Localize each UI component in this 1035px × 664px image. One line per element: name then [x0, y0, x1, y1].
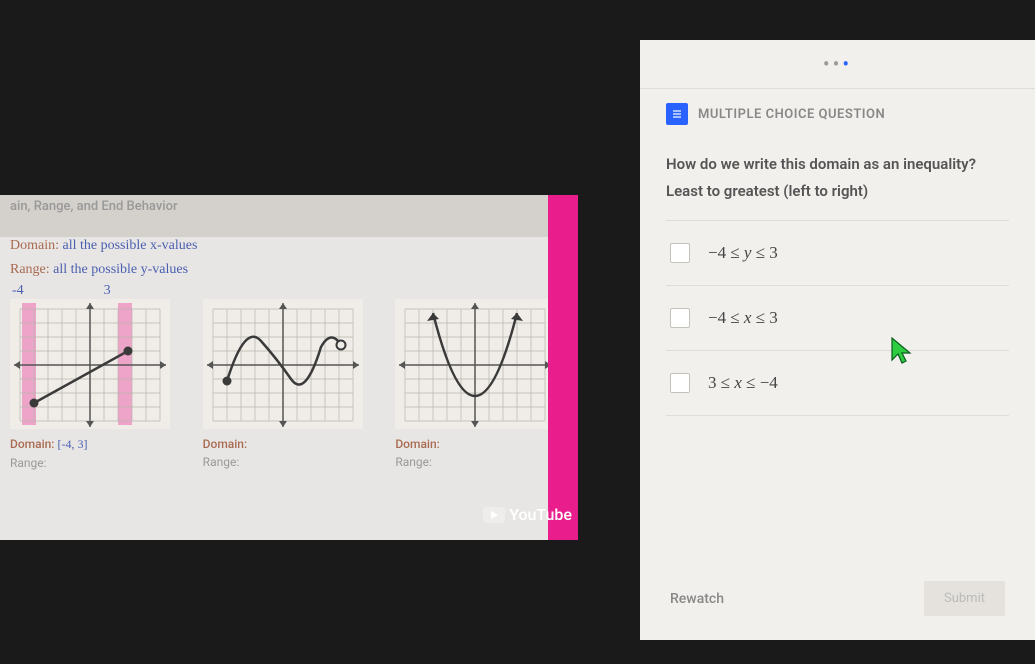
- video-panel: ain, Range, and End Behavior Domain: all…: [0, 195, 578, 540]
- mc-title: MULTIPLE CHOICE QUESTION: [698, 107, 885, 122]
- range-label: Range:: [10, 262, 50, 277]
- annotation-right: 3: [104, 283, 111, 299]
- choice-3-text: 3 ≤ x ≤ −4: [708, 373, 778, 393]
- graph-block-1: Domain: [-4, 3] Range:: [10, 299, 183, 470]
- youtube-label: YouTube: [509, 505, 572, 524]
- choice-1[interactable]: −4 ≤ y ≤ 3: [666, 220, 1009, 286]
- question-text: How do we write this domain as an inequa…: [640, 139, 1035, 182]
- notes-area: Domain: all the possible x-values Range:…: [0, 237, 578, 287]
- pager-dots: •••: [640, 40, 1035, 88]
- range-word-1: Range:: [10, 456, 183, 470]
- graph-2-labels: Domain: Range:: [203, 437, 376, 469]
- graph-block-2: Domain: Range:: [203, 299, 376, 470]
- domain-word-2: Domain:: [203, 437, 247, 451]
- domain-word-1: Domain:: [10, 437, 54, 451]
- youtube-badge[interactable]: YouTube: [483, 505, 572, 524]
- submit-button[interactable]: Submit: [924, 581, 1005, 616]
- pager-dot: •: [833, 52, 843, 76]
- choice-2-text: −4 ≤ x ≤ 3: [708, 308, 778, 328]
- domain-value-1: [-4, 3]: [57, 437, 87, 451]
- graph-3: [395, 299, 555, 429]
- choices-list: −4 ≤ y ≤ 3 −4 ≤ x ≤ 3 3 ≤ x ≤ −4: [640, 220, 1035, 416]
- pink-stripe: [548, 195, 578, 540]
- range-word-2: Range:: [203, 455, 376, 469]
- choice-2[interactable]: −4 ≤ x ≤ 3: [666, 286, 1009, 351]
- youtube-icon: [483, 507, 505, 523]
- graph-1: [10, 299, 170, 429]
- graph-block-3: Domain: Range:: [395, 299, 568, 470]
- graph-1-labels: Domain: [-4, 3] Range:: [10, 437, 183, 470]
- graphs-row: Domain: [-4, 3] Range:: [0, 299, 578, 470]
- checkbox-icon: [670, 243, 690, 263]
- pager-dot-active: •: [842, 52, 852, 76]
- domain-word-3: Domain:: [395, 437, 439, 451]
- range-note: all the possible y-values: [53, 262, 188, 277]
- pager-dot: •: [823, 52, 833, 76]
- choice-1-text: −4 ≤ y ≤ 3: [708, 243, 778, 263]
- mc-icon: [666, 103, 688, 125]
- quiz-panel: ••• MULTIPLE CHOICE QUESTION How do we w…: [640, 40, 1035, 640]
- lesson-title: ain, Range, and End Behavior: [10, 199, 178, 214]
- domain-label: Domain:: [10, 238, 59, 253]
- range-word-3: Range:: [395, 455, 568, 469]
- checkbox-icon: [670, 373, 690, 393]
- instruction-text: Least to greatest (left to right): [640, 182, 1035, 220]
- rewatch-button[interactable]: Rewatch: [670, 591, 724, 607]
- checkbox-icon: [670, 308, 690, 328]
- bottom-bar: Rewatch Submit: [640, 557, 1035, 640]
- graph-2: [203, 299, 363, 429]
- video-header: ain, Range, and End Behavior: [0, 195, 578, 237]
- graph-3-labels: Domain: Range:: [395, 437, 568, 469]
- domain-note: all the possible x-values: [63, 238, 198, 253]
- choice-3[interactable]: 3 ≤ x ≤ −4: [666, 351, 1009, 416]
- annotation-left: -4: [12, 283, 24, 299]
- question-type-header: MULTIPLE CHOICE QUESTION: [640, 88, 1035, 139]
